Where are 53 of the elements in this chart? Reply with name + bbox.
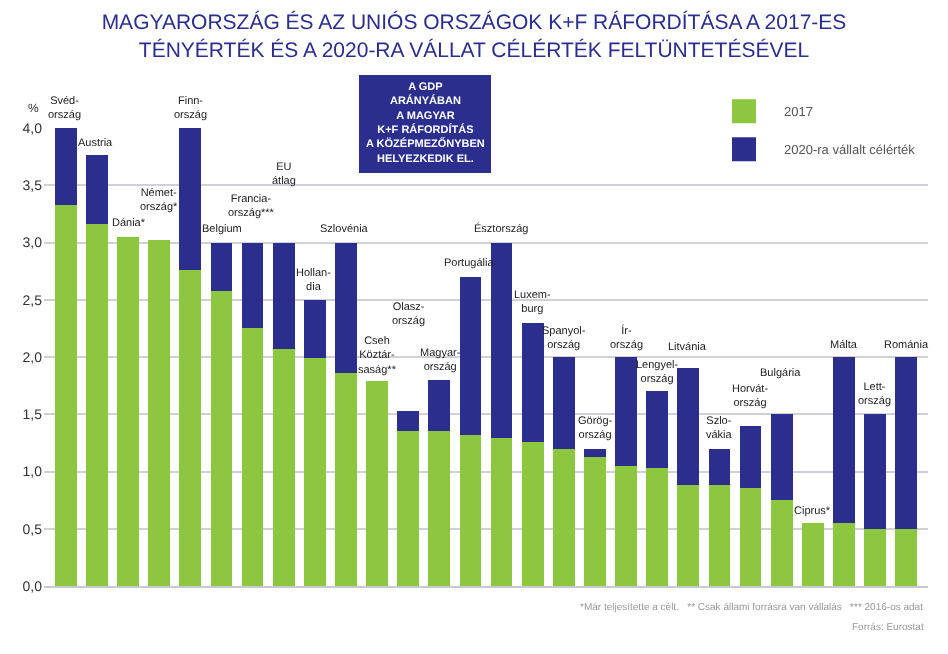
bar — [179, 128, 202, 270]
bar — [428, 431, 451, 586]
bar — [584, 456, 606, 586]
bar — [210, 290, 233, 586]
bar — [272, 242, 295, 349]
bar — [833, 523, 855, 586]
bar — [895, 528, 918, 586]
bar — [677, 368, 700, 486]
bar — [86, 224, 108, 586]
bar — [615, 357, 637, 466]
bar — [895, 357, 918, 529]
bar — [241, 242, 264, 329]
bar — [521, 441, 544, 586]
bar — [490, 438, 513, 586]
bar — [833, 357, 855, 524]
bar — [708, 448, 731, 486]
bar — [303, 358, 326, 586]
bar — [210, 242, 233, 291]
bar — [490, 242, 513, 439]
bar — [801, 523, 824, 586]
bar — [117, 236, 139, 586]
bar — [552, 357, 575, 449]
bar — [148, 240, 171, 586]
bar — [459, 276, 482, 435]
bar — [459, 434, 482, 586]
bar — [241, 328, 264, 586]
bar — [366, 381, 388, 586]
bar — [521, 322, 544, 442]
bar — [770, 500, 793, 586]
bar — [615, 465, 637, 586]
bar — [54, 128, 77, 205]
chart-title: MAGYARORSZÁG ÉS AZ UNIÓS ORSZÁGOK K+F RÁFORDÍTÁSA A 2017-ES TÉNYÉRTÉK ÉS A 2020-RA VÁLLAT CÉLÉRTÉK FELTÜNTETÉSÉVEL — [101, 9, 847, 63]
bar — [335, 242, 357, 374]
bar — [86, 155, 108, 225]
bar — [552, 448, 575, 586]
bar — [864, 528, 886, 586]
bar — [646, 391, 669, 469]
bar — [739, 425, 762, 488]
bar — [335, 373, 357, 586]
bar — [584, 448, 606, 457]
bar — [54, 204, 77, 586]
bar — [770, 414, 793, 501]
bar — [864, 414, 886, 529]
bar — [397, 410, 420, 432]
bar — [739, 487, 762, 586]
bar — [677, 485, 700, 586]
bar — [646, 468, 669, 586]
bar — [428, 379, 451, 432]
bar — [397, 431, 420, 586]
bar — [179, 269, 202, 586]
bar — [272, 348, 295, 586]
bar — [303, 299, 326, 359]
bar — [708, 485, 731, 586]
